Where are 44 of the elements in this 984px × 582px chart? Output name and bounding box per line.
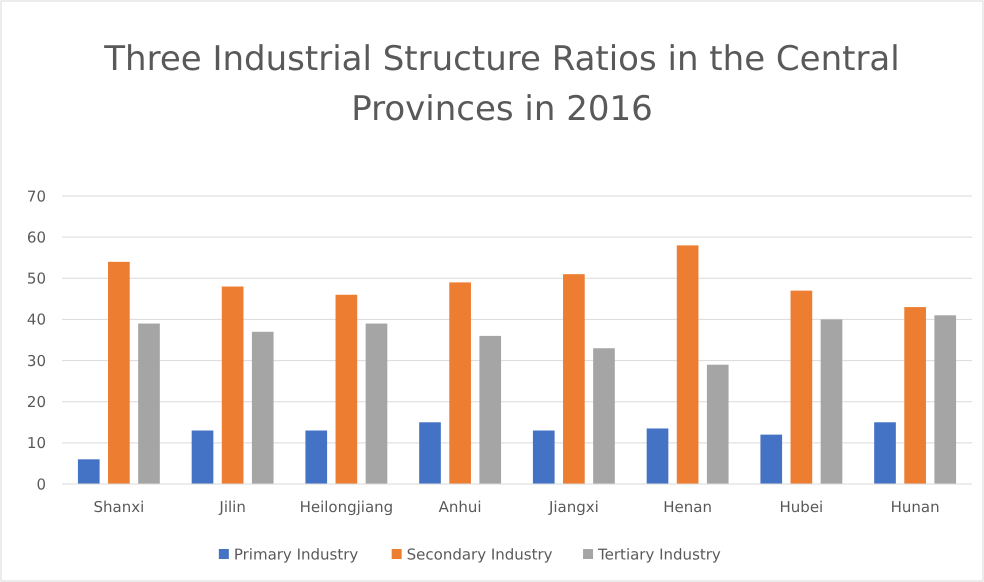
legend-label: Secondary Industry xyxy=(406,545,553,564)
y-tick-label: 0 xyxy=(36,475,46,494)
y-tick-label: 70 xyxy=(26,187,46,206)
y-tick-label: 10 xyxy=(26,434,46,452)
bar xyxy=(252,332,274,484)
x-tick-label: Henan xyxy=(663,498,712,516)
y-tick-label: 30 xyxy=(26,352,46,370)
bar xyxy=(646,428,668,484)
bar xyxy=(934,315,956,484)
x-tick-label: Anhui xyxy=(438,498,482,516)
bar xyxy=(138,324,160,484)
legend-label: Tertiary Industry xyxy=(597,545,721,564)
bar xyxy=(366,324,388,484)
y-tick-label: 20 xyxy=(26,392,46,411)
bar xyxy=(419,422,441,484)
x-tick-label: Jilin xyxy=(218,498,246,516)
x-tick-label: Hubei xyxy=(780,498,824,516)
bar xyxy=(336,294,358,484)
bar xyxy=(790,290,812,484)
bar xyxy=(108,262,130,484)
x-tick-label: Shanxi xyxy=(93,498,144,516)
x-tick-label: Hunan xyxy=(890,498,940,516)
bar xyxy=(820,319,842,484)
x-tick-label: Jiangxi xyxy=(548,498,599,516)
y-tick-label: 50 xyxy=(26,270,46,288)
bar xyxy=(760,434,782,484)
bar xyxy=(78,459,100,484)
y-tick-label: 60 xyxy=(26,228,46,246)
legend-label: Primary Industry xyxy=(234,545,358,564)
x-tick-label: Heilongjiang xyxy=(300,498,394,516)
bar xyxy=(676,245,698,484)
bar xyxy=(706,364,729,484)
bar xyxy=(563,274,585,484)
bar xyxy=(479,336,502,484)
bar xyxy=(449,282,471,484)
y-tick-label: 40 xyxy=(26,310,46,329)
bar xyxy=(192,430,214,484)
bar xyxy=(874,422,896,484)
bar xyxy=(593,348,615,484)
bar xyxy=(904,307,926,484)
bar xyxy=(305,430,328,484)
bar xyxy=(222,286,244,484)
bar xyxy=(532,430,555,484)
chart-title: Three Industrial Structure Ratios in the Central Provinces in 2016 xyxy=(103,39,900,129)
